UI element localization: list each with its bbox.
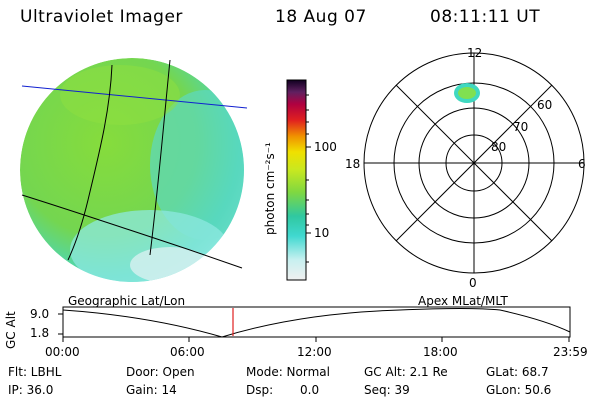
timeline-panel — [58, 306, 571, 342]
geo-lat-line — [21, 85, 248, 109]
earth-image — [20, 58, 244, 282]
timeline-axis-label: GC Alt — [4, 311, 18, 349]
mlt-label-0: 0 — [469, 276, 477, 290]
mlat-label-70: 70 — [513, 120, 529, 134]
geo-lon-line-1 — [67, 64, 113, 261]
info-ip: IP: 36.0 — [8, 383, 54, 397]
timeline-xtick-0000: 00:00 — [45, 345, 80, 359]
info-glon: GLon: 50.6 — [486, 383, 552, 397]
mlt-label-6: 6 — [578, 157, 586, 171]
info-gain: Gain: 14 — [126, 383, 177, 397]
timeline-ytick-1-8: 1.8 — [30, 326, 50, 340]
colorbar-label: photon cm⁻²s⁻¹ — [263, 142, 277, 235]
info-gc-alt: GC Alt: 2.1 Re — [364, 365, 448, 379]
app-title: Ultraviolet Imager — [20, 7, 183, 27]
date-label: 18 Aug 07 — [275, 7, 367, 27]
timeline-xtick-0600: 06:00 — [170, 345, 205, 359]
geo-lon-line-2 — [149, 59, 171, 256]
timeline-left-title: Geographic Lat/Lon — [68, 294, 186, 308]
time-label: 08:11:11 UT — [430, 7, 541, 27]
info-door: Door: Open — [126, 365, 195, 379]
timeline-xtick-1200: 12:00 — [297, 345, 332, 359]
timeline-xtick-2359: 23:59 — [553, 345, 588, 359]
info-filter: Flt: LBHL — [8, 365, 62, 379]
info-seq: Seq: 39 — [364, 383, 410, 397]
colorbar — [286, 79, 311, 281]
colorbar-tick-10: 10 — [314, 226, 330, 240]
timeline-xtick-1800: 18:00 — [423, 345, 458, 359]
info-dsp-label: Dsp: — [246, 383, 274, 397]
mlat-label-60: 60 — [537, 98, 553, 112]
info-mode: Mode: Normal — [246, 365, 330, 379]
aurora-blob — [454, 83, 480, 103]
timeline-ytick-9: 9.0 — [30, 307, 50, 321]
mlat-label-80: 80 — [491, 140, 507, 154]
mlt-label-18: 18 — [345, 157, 361, 171]
info-glat: GLat: 68.7 — [486, 365, 549, 379]
colorbar-tick-100: 100 — [314, 140, 337, 154]
geo-lat-line-2 — [21, 194, 243, 269]
timeline-right-title: Apex MLat/MLT — [418, 294, 508, 308]
mlt-label-12: 12 — [467, 46, 483, 60]
info-dsp-value: 0.0 — [300, 383, 320, 397]
polar-plot — [363, 52, 585, 274]
